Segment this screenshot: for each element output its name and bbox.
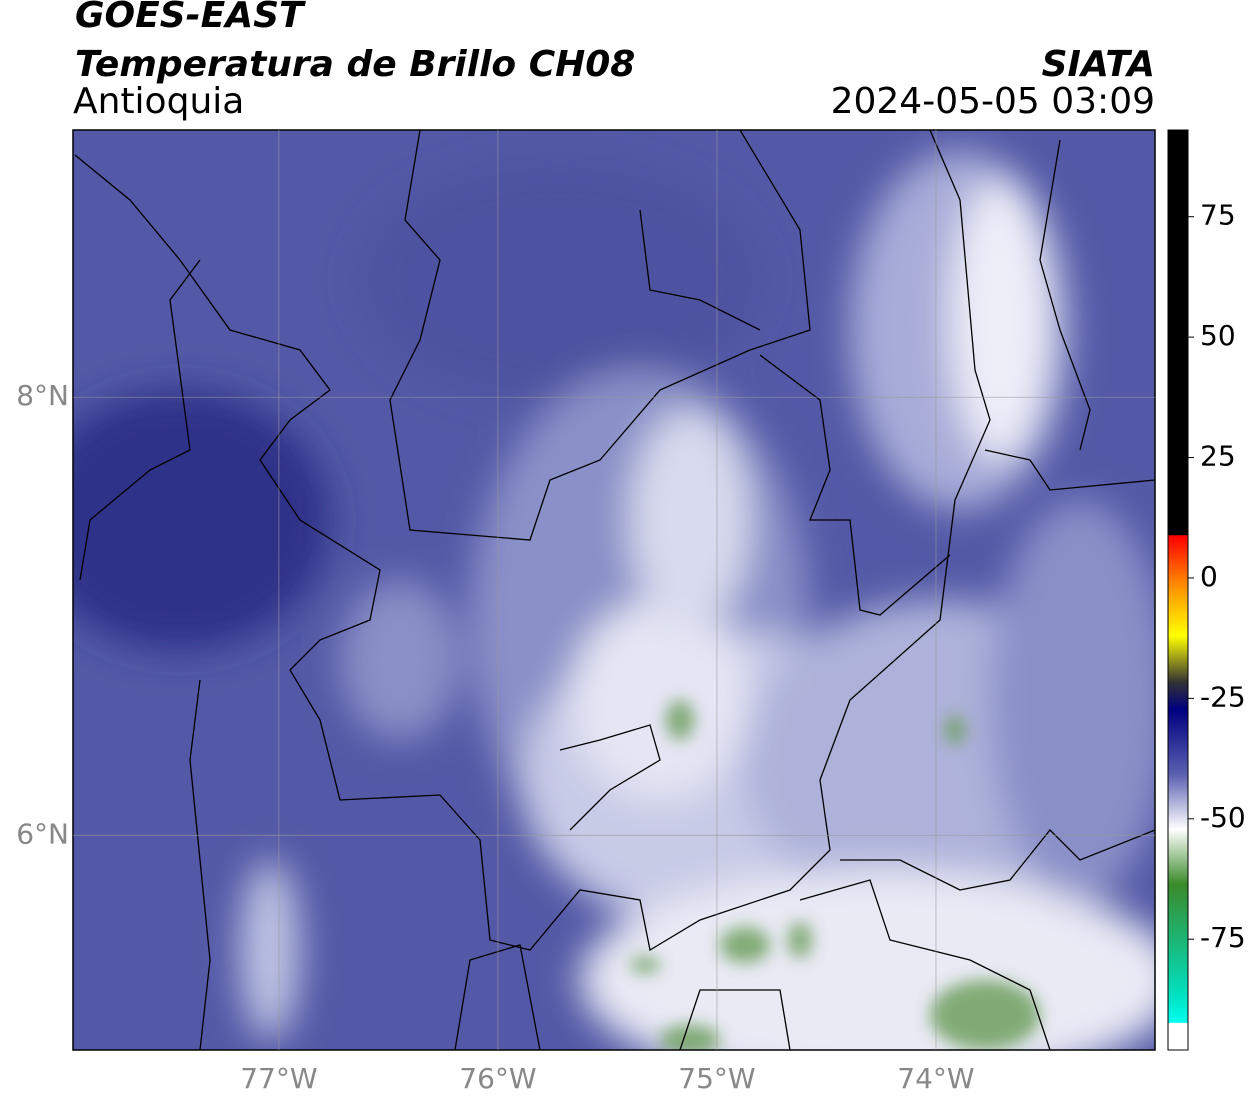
colorbar-tick-label: 0	[1200, 560, 1218, 593]
source: SIATA	[1042, 44, 1155, 85]
x-tick-label: 75°W	[678, 1062, 755, 1095]
timestamp: 2024-05-05 03:09	[831, 81, 1155, 122]
colorbar-tick-label: 75	[1200, 199, 1236, 232]
x-tick-label: 76°W	[459, 1062, 536, 1095]
colorbar-tick-label: 25	[1200, 440, 1236, 473]
subtitle: Temperatura de Brillo CH08	[75, 44, 635, 85]
colorbar-tick-label: -25	[1200, 680, 1246, 713]
y-tick-label: 8°N	[16, 379, 69, 412]
colorbar-tick-label: -75	[1200, 921, 1246, 954]
region: Antioquia	[73, 81, 244, 122]
x-tick-label: 77°W	[240, 1062, 317, 1095]
boundaries	[74, 130, 1155, 1050]
map-imagery	[73, 130, 1155, 1050]
x-tick-label: 74°W	[897, 1062, 974, 1095]
y-tick-label: 6°N	[16, 817, 69, 850]
colorbar-tick-label: 50	[1200, 319, 1236, 352]
colorbar	[1167, 129, 1189, 1051]
map-frame	[72, 129, 1156, 1051]
colorbar-tick-label: -50	[1200, 801, 1246, 834]
title: GOES-EAST	[75, 0, 306, 36]
